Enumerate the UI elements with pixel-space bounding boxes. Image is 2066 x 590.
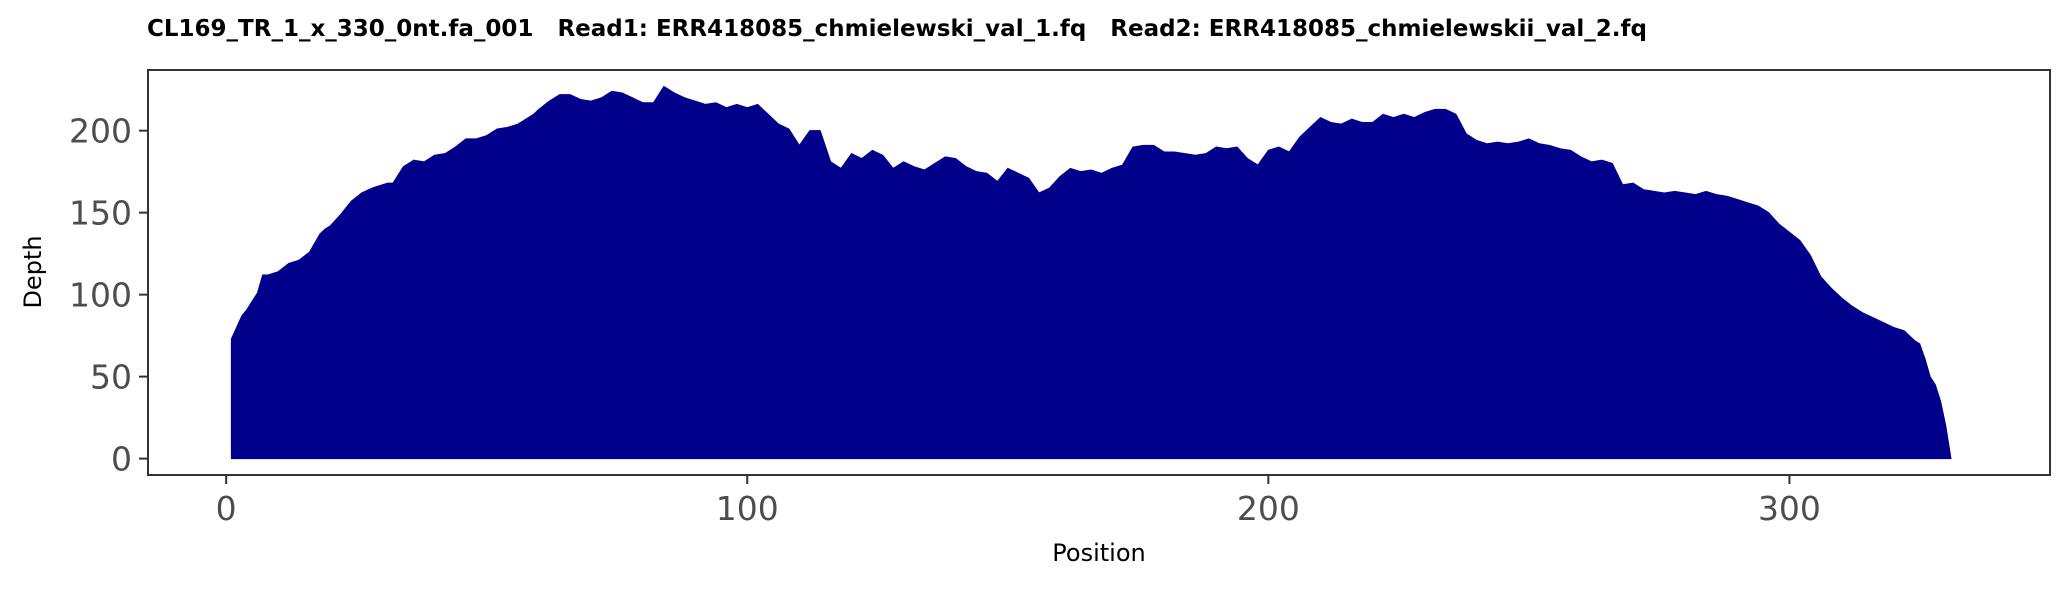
x-axis-title: Position xyxy=(1052,539,1145,567)
plot-panel-border xyxy=(147,69,2051,476)
y-tick-label-0: 0 xyxy=(111,440,132,479)
y-tick-label-200: 200 xyxy=(69,112,132,151)
x-tick-label-0: 0 xyxy=(216,489,237,528)
chart-title: CL169_TR_1_x_330_0nt.fa_001 Read1: ERR41… xyxy=(147,16,1648,42)
y-tick-label-150: 150 xyxy=(69,194,132,233)
y-tick-label-50: 50 xyxy=(90,358,132,397)
y-axis-title: Depth xyxy=(19,235,47,308)
depth-area-series-0 xyxy=(230,85,1952,460)
y-tick-label-100: 100 xyxy=(69,276,132,315)
x-tick-label-300: 300 xyxy=(1758,489,1821,528)
x-tick-label-200: 200 xyxy=(1237,489,1300,528)
x-tick-label-100: 100 xyxy=(716,489,779,528)
